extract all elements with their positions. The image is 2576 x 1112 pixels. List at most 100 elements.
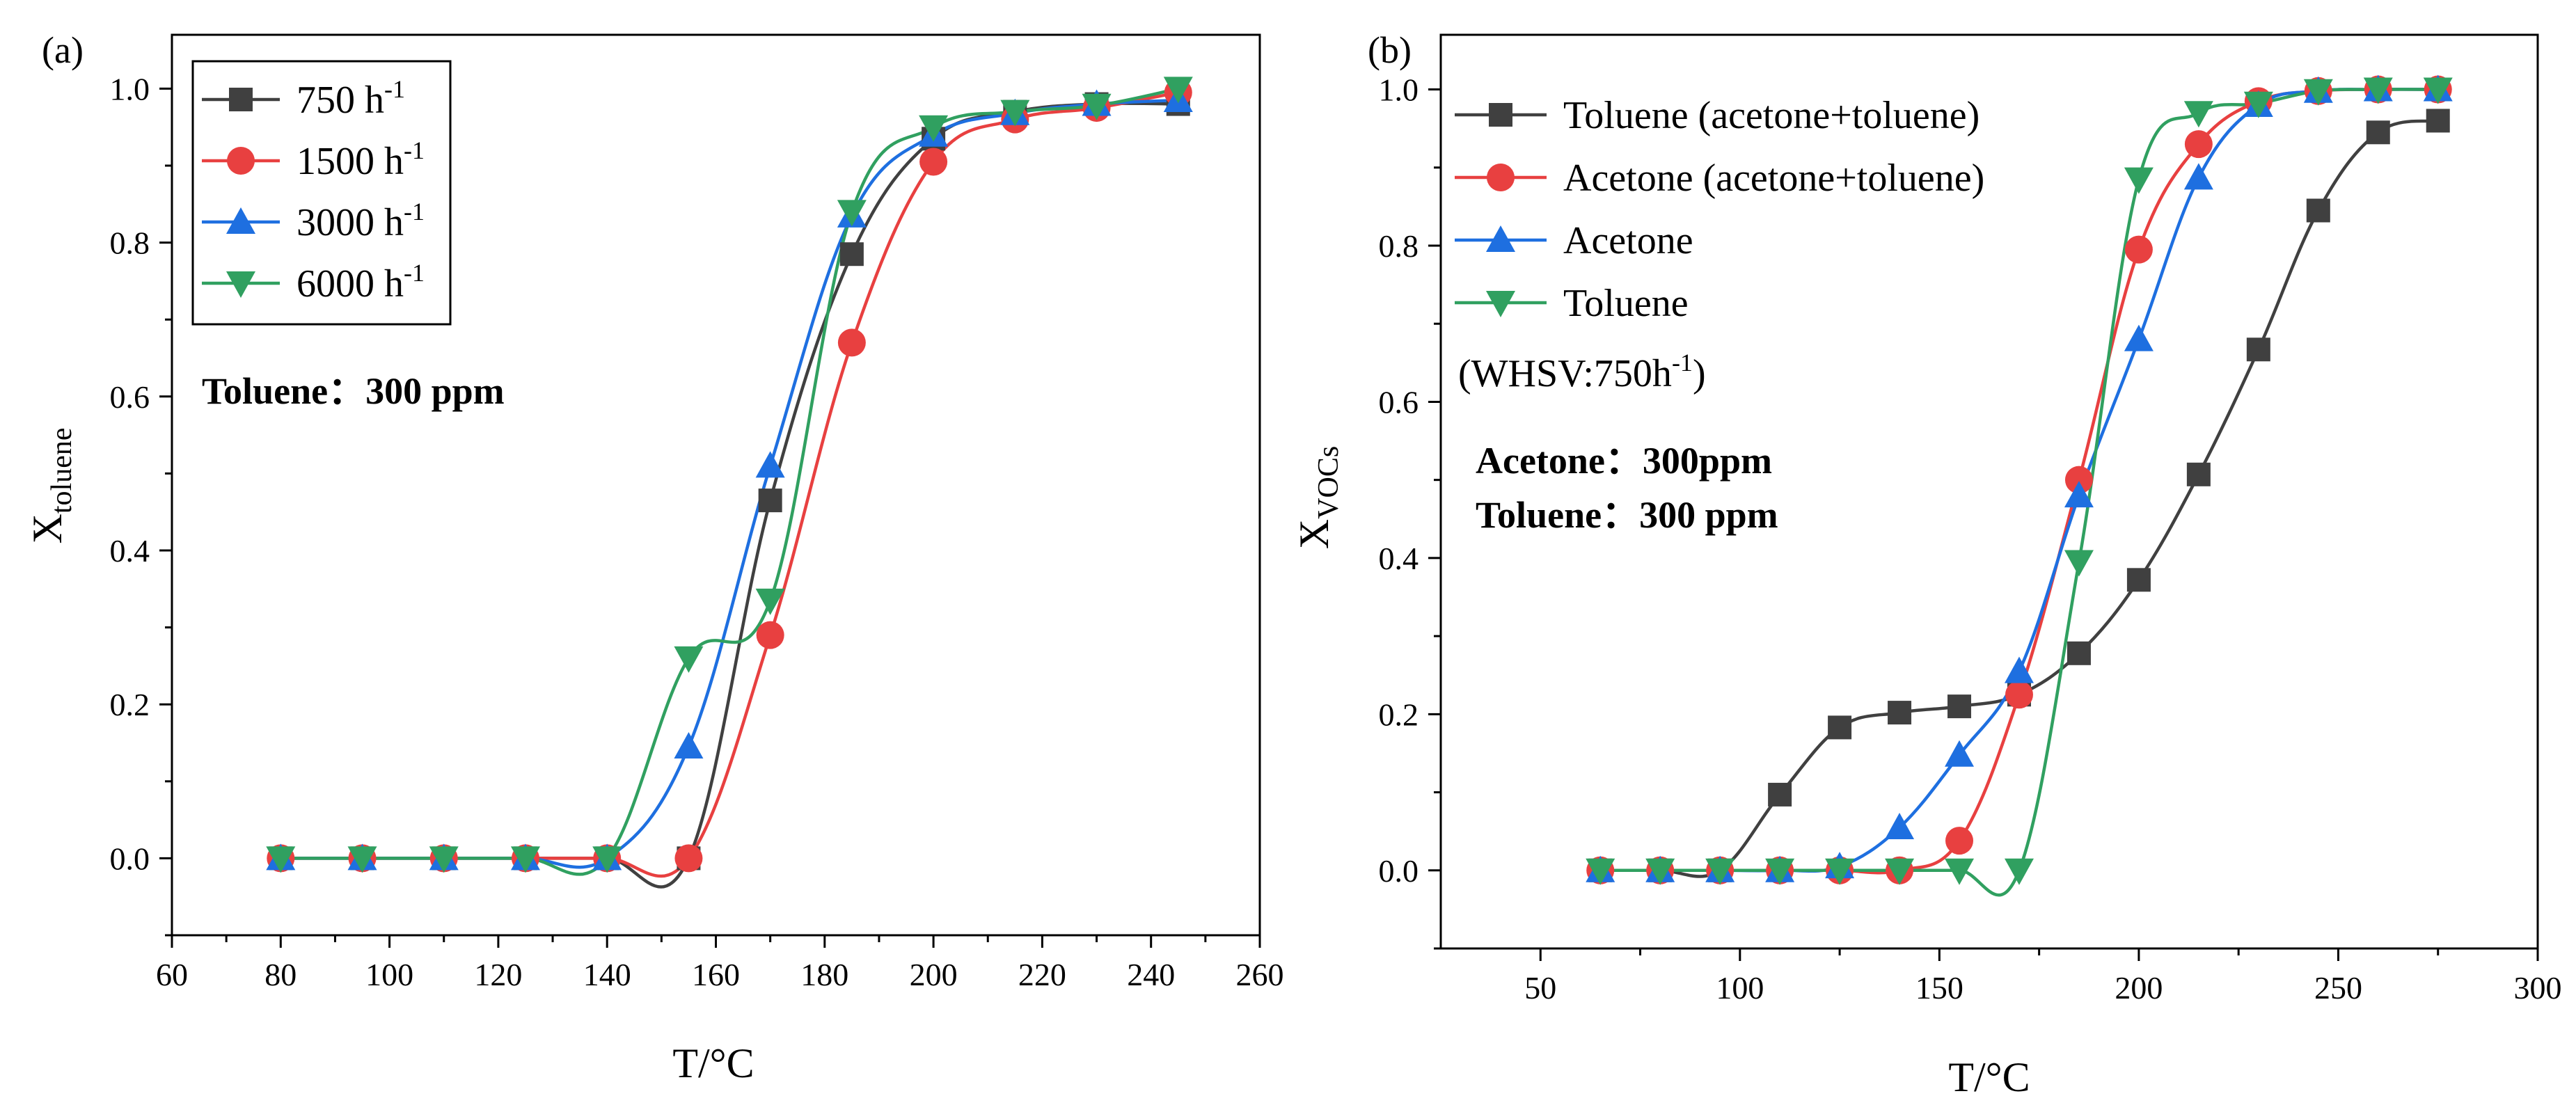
data-point-series-4 — [592, 846, 622, 873]
legend-marker-series-1 — [229, 88, 253, 111]
panel-b-chart: (b) 50 100 150 200 250 300 0.0 0.2 0.4 0.6 0.8 1.0… — [1291, 29, 2562, 1100]
data-point-series-2 — [2005, 681, 2033, 709]
y-tick-label: 0.8 — [1379, 228, 1419, 264]
data-point-series-3 — [2004, 656, 2034, 683]
y-tick-label: 0.0 — [110, 841, 150, 876]
panel-b-label: (b) — [1368, 29, 1412, 71]
data-point-series-1 — [2067, 641, 2091, 665]
legend-marker-series-4 — [226, 271, 255, 298]
panel-b-y-axis-title-sub: VOCs — [1313, 446, 1345, 519]
fit-curve-series-4 — [280, 87, 1179, 876]
panel-a-chart: (a) 60 80 100 120 140 160 180 200 220 240 260 0.00… — [24, 29, 1284, 1086]
panel-a-annotation-toluene: Toluene：300 ppm — [202, 370, 505, 412]
x-tick-label: 160 — [692, 957, 740, 992]
panel-a-label: (a) — [42, 29, 84, 71]
legend-label-series-3: Acetone — [1563, 219, 1693, 262]
x-tick-label: 100 — [1716, 970, 1764, 1006]
panel-b-x-ticks: 50 100 150 200 250 300 — [1524, 948, 2562, 1006]
panel-a-y-axis-title-sub: toluene — [46, 428, 78, 514]
legend-label-series-1: 750 h-1 — [297, 75, 405, 122]
data-point-series-4 — [2064, 550, 2094, 577]
legend-marker-series-3 — [1486, 225, 1515, 252]
y-tick-label: 0.8 — [110, 225, 150, 261]
data-point-series-1 — [2426, 109, 2450, 133]
panel-b-y-ticks: 0.0 0.2 0.4 0.6 0.8 1.0 — [1379, 72, 1441, 950]
legend-label-series-4: 6000 h-1 — [297, 259, 425, 305]
panel-b-y-axis-title-main: X — [1291, 519, 1337, 549]
legend-label-series-3: 3000 h-1 — [297, 198, 425, 244]
data-point-series-2 — [837, 328, 866, 357]
data-point-series-2 — [2184, 130, 2213, 159]
data-point-series-1 — [1828, 715, 1852, 740]
panel-b-annotation-whsv-text: (WHSV:750h — [1458, 352, 1672, 395]
x-tick-label: 140 — [583, 957, 631, 992]
legend-label-series-2: 1500 h-1 — [297, 136, 425, 183]
data-point-series-4 — [755, 588, 785, 615]
panel-a-plot-frame — [171, 33, 1261, 937]
panel-b-x-axis-title: T/°C — [1948, 1054, 2030, 1100]
y-tick-label: 0.0 — [1379, 853, 1419, 889]
data-point-series-4 — [1765, 858, 1795, 885]
legend-marker-series-4 — [1486, 291, 1515, 317]
x-tick-label: 260 — [1236, 957, 1284, 992]
data-point-series-4 — [2004, 858, 2034, 885]
y-tick-label: 1.0 — [1379, 72, 1419, 108]
y-tick-label: 0.4 — [110, 533, 150, 569]
fit-curve-series-1 — [1600, 119, 2439, 878]
panel-a-y-ticks: 0.0 0.2 0.4 0.6 0.8 1.0 — [110, 71, 172, 937]
data-point-series-4 — [919, 115, 949, 142]
legend-label-series-1: Toluene (acetone+toluene) — [1563, 94, 1980, 137]
panel-b-annotation-toluene: Toluene：300 ppm — [1476, 494, 1778, 536]
x-tick-label: 60 — [156, 957, 188, 992]
y-tick-label: 0.6 — [1379, 384, 1419, 420]
panel-b-annotation-whsv-sup: -1 — [1672, 349, 1693, 376]
data-point-series-4 — [2183, 101, 2213, 128]
legend-marker-series-3 — [226, 207, 255, 234]
data-point-series-4 — [1586, 858, 1615, 885]
x-tick-label: 100 — [365, 957, 413, 992]
panel-b-markers — [1586, 74, 2453, 885]
panel-a-x-ticks: 60 80 100 120 140 160 180 200 220 240 260 — [156, 935, 1284, 992]
y-tick-label: 0.4 — [1379, 541, 1419, 576]
x-tick-label: 50 — [1524, 970, 1556, 1006]
data-point-series-1 — [1888, 701, 1912, 725]
data-point-series-4 — [2303, 79, 2333, 106]
data-point-series-3 — [2183, 163, 2213, 190]
y-tick-label: 1.0 — [110, 71, 150, 106]
svg-text:XVOCs: XVOCs — [1291, 446, 1345, 549]
data-point-series-4 — [429, 846, 459, 873]
data-point-series-4 — [2423, 77, 2453, 104]
data-point-series-1 — [758, 489, 782, 513]
panel-b-legend: Toluene (acetone+toluene) Acetone (aceton… — [1455, 94, 1984, 325]
panel-a-y-axis-title: Xtoluene — [24, 428, 78, 544]
x-tick-label: 180 — [800, 957, 848, 992]
legend-label-series-2: Acetone (acetone+toluene) — [1563, 157, 1984, 200]
data-point-series-3 — [1885, 813, 1915, 840]
x-tick-label: 240 — [1127, 957, 1175, 992]
x-tick-label: 80 — [264, 957, 297, 992]
x-tick-label: 120 — [474, 957, 522, 992]
x-tick-label: 200 — [2115, 970, 2163, 1006]
data-point-series-1 — [2306, 198, 2330, 223]
data-point-series-4 — [2124, 167, 2154, 194]
data-point-series-1 — [1947, 694, 1972, 719]
data-point-series-3 — [2064, 481, 2094, 508]
data-point-series-3 — [2124, 324, 2154, 351]
y-tick-label: 0.2 — [1379, 697, 1419, 732]
data-point-series-4 — [1082, 93, 1112, 120]
data-point-series-3 — [1945, 740, 1975, 767]
data-point-series-2 — [674, 844, 703, 873]
y-tick-label: 0.6 — [110, 379, 150, 415]
legend-label-series-4: Toluene — [1563, 282, 1689, 325]
data-point-series-1 — [2246, 337, 2270, 362]
data-point-series-4 — [1825, 858, 1855, 885]
x-tick-label: 150 — [1915, 970, 1963, 1006]
svg-text:Xtoluene: Xtoluene — [24, 428, 78, 544]
data-point-series-4 — [347, 846, 377, 873]
data-point-series-2 — [919, 148, 948, 176]
data-point-series-4 — [266, 846, 296, 873]
data-point-series-1 — [2126, 568, 2151, 592]
panel-b-annotation-acetone: Acetone：300ppm — [1476, 440, 1772, 482]
data-point-series-3 — [674, 732, 704, 759]
